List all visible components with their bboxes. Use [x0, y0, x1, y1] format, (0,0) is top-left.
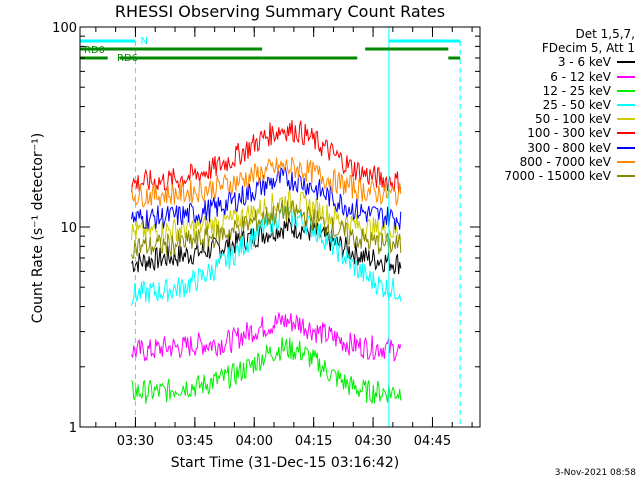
x-tick-label: 03:45	[176, 434, 213, 449]
night-label: N	[140, 36, 147, 47]
legend-header-line-1: Det 1,5,7,	[575, 27, 636, 41]
legend-entry: 7000 - 15000 keV	[485, 169, 635, 183]
legend-entry-label: 3 - 6 keV	[557, 55, 611, 70]
footer-date: 3-Nov-2021 08:58	[554, 468, 636, 478]
legend-entry: 50 - 100 keV	[485, 112, 635, 126]
series-line	[131, 119, 402, 194]
series-7	[131, 156, 402, 208]
x-tick-label: 04:30	[354, 434, 391, 449]
series-6	[131, 166, 402, 230]
legend-entry-label: 50 - 100 keV	[534, 112, 611, 127]
x-tick-label: 04:15	[295, 434, 332, 449]
series-line	[131, 166, 402, 230]
x-axis-label: Start Time (31-Dec-15 03:16:42)	[171, 455, 399, 471]
legend-swatch	[617, 160, 635, 163]
x-tick-label: 04:45	[414, 434, 451, 449]
legend-swatch	[617, 61, 635, 64]
legend-entry-label: 800 - 7000 keV	[519, 154, 611, 169]
series-2	[131, 337, 402, 404]
legend-entry: 12 - 25 keV	[485, 84, 635, 98]
series-line	[131, 337, 402, 404]
legend-swatch	[617, 174, 635, 177]
legend-entry: 3 - 6 keV	[485, 55, 635, 69]
series-line	[131, 199, 402, 259]
legend-entry: 300 - 800 keV	[485, 141, 635, 155]
legend-entry: 100 - 300 keV	[485, 126, 635, 140]
legend-entry-label: 25 - 50 keV	[542, 97, 611, 112]
series-line	[131, 216, 402, 275]
series-8	[131, 199, 402, 259]
legend-entry-label: 7000 - 15000 keV	[504, 168, 611, 183]
legend-swatch	[617, 89, 635, 92]
legend-swatch	[617, 75, 635, 78]
legend-entry: 25 - 50 keV	[485, 98, 635, 112]
legend-swatch	[617, 146, 635, 149]
legend-header-line-2: FDecim 5, Att 1	[541, 41, 635, 56]
legend-swatch	[617, 118, 635, 121]
x-tick-label: 04:00	[236, 434, 273, 449]
y-axis-label: Count Rate (s⁻¹ detector⁻¹)	[30, 133, 46, 323]
legend-entry-label: 100 - 300 keV	[527, 126, 611, 141]
rd6-label: RD6	[117, 53, 138, 64]
y-tick-label: 100	[52, 21, 77, 36]
legend-entry-label: 300 - 800 keV	[527, 140, 611, 155]
chart-title: RHESSI Observing Summary Count Rates	[115, 2, 445, 21]
legend-entry: 800 - 7000 keV	[485, 155, 635, 169]
legend-entry-label: 12 - 25 keV	[542, 83, 611, 98]
x-tick-label: 03:30	[117, 434, 154, 449]
night-markers: N	[80, 27, 461, 427]
legend-swatch	[617, 132, 635, 135]
series-5	[131, 119, 402, 194]
legend-entry: 6 - 12 keV	[485, 70, 635, 84]
series-0	[131, 216, 402, 275]
series-line	[131, 312, 402, 362]
legend-swatch	[617, 104, 635, 107]
y-tick-label: 1	[69, 421, 77, 436]
legend: Det 1,5,7, FDecim 5, Att 1 3 - 6 keV 6 - …	[485, 27, 635, 183]
legend-entry-label: 6 - 12 keV	[550, 69, 611, 84]
y-tick-label: 10	[60, 221, 77, 236]
rd0-label: RD0	[84, 45, 105, 56]
series-line	[131, 156, 402, 208]
decimation-markers: RD0 RD6	[80, 45, 461, 64]
series-1	[131, 312, 402, 362]
